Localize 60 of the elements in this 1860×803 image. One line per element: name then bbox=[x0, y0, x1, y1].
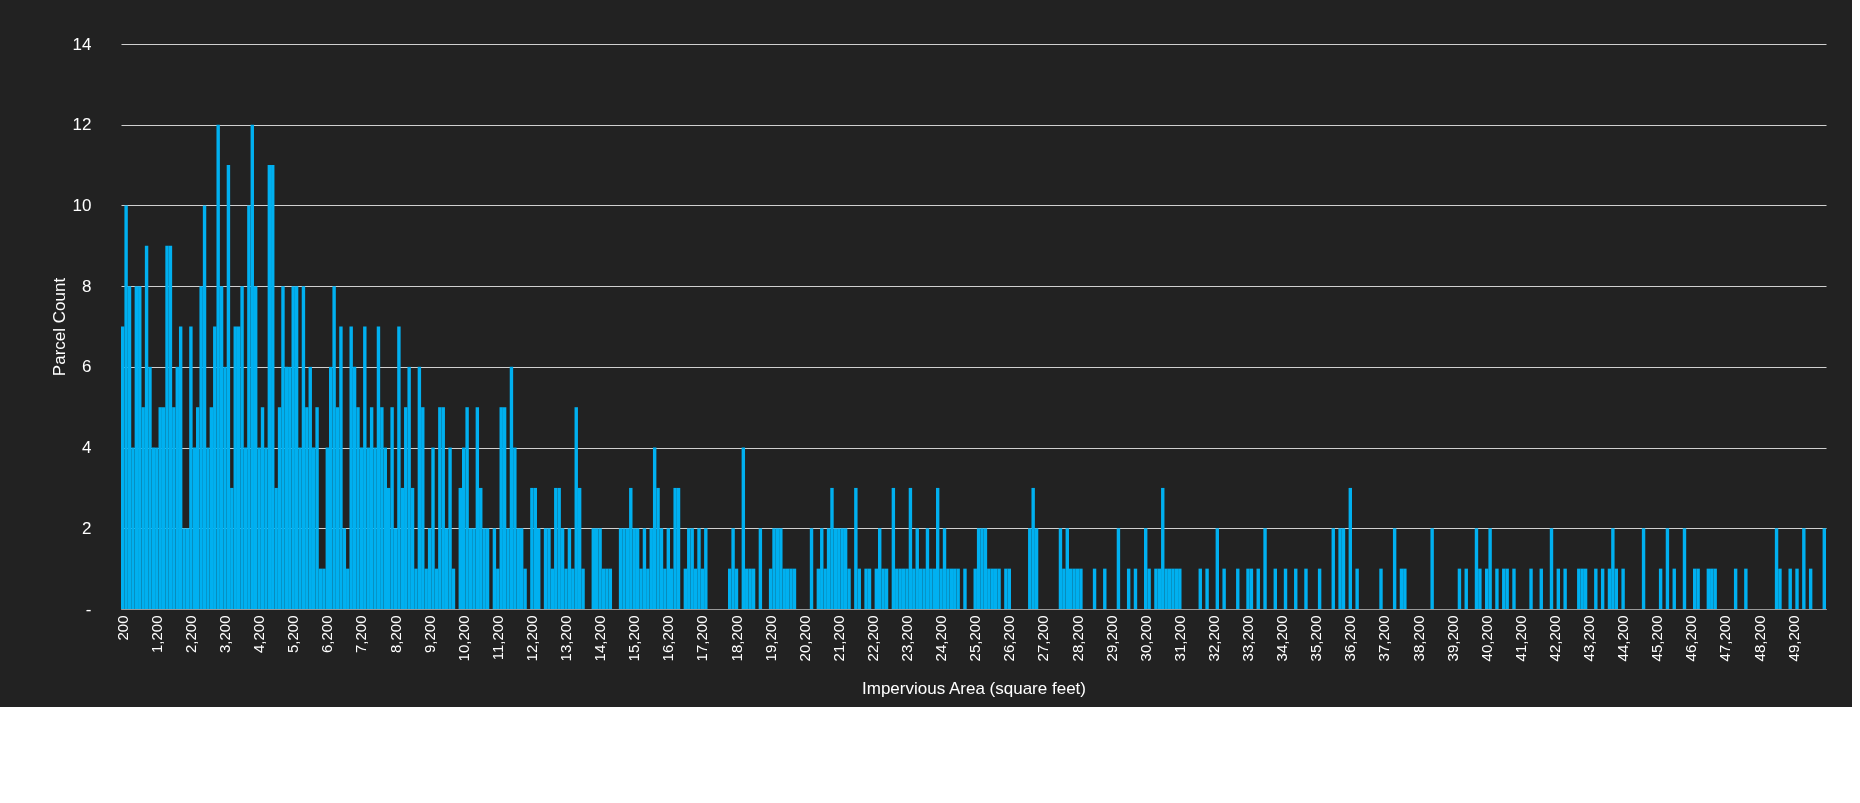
x-tick-label: 28,200 bbox=[1068, 615, 1086, 662]
x-tick-label: 47,200 bbox=[1716, 615, 1734, 662]
x-tick-label: 32,200 bbox=[1204, 615, 1222, 662]
x-tick-label: 24,200 bbox=[932, 615, 950, 662]
y-tick-label: 4 bbox=[82, 438, 92, 458]
x-tick-label: 2,200 bbox=[181, 615, 199, 654]
x-tick-label: 15,200 bbox=[625, 615, 643, 662]
x-tick-label: 13,200 bbox=[557, 615, 575, 662]
y-tick-label: 14 bbox=[72, 34, 92, 54]
y-tick-label: 10 bbox=[72, 195, 92, 215]
y-axis-title: Parcel Count bbox=[49, 277, 69, 377]
x-tick-label: 11,200 bbox=[488, 615, 506, 661]
x-tick-label: 37,200 bbox=[1375, 615, 1393, 662]
y-tick-label: 2 bbox=[82, 518, 92, 538]
x-tick-label: 35,200 bbox=[1307, 615, 1325, 662]
y-tick-label: 8 bbox=[82, 276, 92, 296]
x-tick-label: 27,200 bbox=[1034, 615, 1052, 662]
y-tick-label: 12 bbox=[72, 115, 92, 135]
x-tick-label: 23,200 bbox=[898, 615, 916, 662]
x-tick-label: 46,200 bbox=[1682, 615, 1700, 662]
x-tick-label: 20,200 bbox=[795, 615, 813, 662]
x-tick-label: 34,200 bbox=[1273, 615, 1291, 662]
x-tick-label: 36,200 bbox=[1341, 615, 1359, 662]
x-tick-label: 42,200 bbox=[1545, 615, 1563, 662]
x-tick-label: 18,200 bbox=[727, 615, 745, 662]
x-tick-label: 21,200 bbox=[829, 615, 847, 662]
x-tick-label: 49,200 bbox=[1784, 615, 1802, 662]
x-tick-label: 48,200 bbox=[1750, 615, 1768, 662]
y-tick-label: - bbox=[85, 599, 92, 619]
x-tick-label: 33,200 bbox=[1239, 615, 1257, 662]
x-tick-label: 31,200 bbox=[1170, 615, 1188, 662]
x-tick-label: 44,200 bbox=[1614, 615, 1632, 662]
x-tick-label: 43,200 bbox=[1580, 615, 1598, 662]
x-tick-label: 1,200 bbox=[147, 615, 165, 654]
x-tick-label: 6,200 bbox=[318, 615, 336, 654]
x-tick-label: 14,200 bbox=[591, 615, 609, 662]
x-tick-label: 25,200 bbox=[966, 615, 984, 662]
x-tick-label: 4,200 bbox=[250, 615, 268, 654]
x-tick-label: 5,200 bbox=[284, 615, 302, 654]
x-tick-label: 12,200 bbox=[522, 615, 540, 662]
x-tick-label: 45,200 bbox=[1648, 615, 1666, 662]
x-tick-label: 41,200 bbox=[1511, 615, 1529, 662]
x-tick-label: 17,200 bbox=[693, 615, 711, 662]
x-tick-label: 26,200 bbox=[1000, 615, 1018, 662]
x-tick-label: 200 bbox=[113, 615, 131, 641]
x-tick-label: 8,200 bbox=[386, 615, 404, 654]
x-tick-label: 19,200 bbox=[761, 615, 779, 662]
x-tick-label: 30,200 bbox=[1136, 615, 1154, 662]
x-tick-label: 38,200 bbox=[1409, 615, 1427, 662]
x-tick-label: 39,200 bbox=[1443, 615, 1461, 662]
x-tick-label: 40,200 bbox=[1477, 615, 1495, 662]
y-tick-label: 6 bbox=[82, 357, 92, 377]
x-axis-title: Impervious Area (square feet) bbox=[862, 679, 1086, 699]
x-tick-label: 10,200 bbox=[454, 615, 472, 662]
x-tick-label: 3,200 bbox=[216, 615, 234, 654]
x-tick-label: 29,200 bbox=[1102, 615, 1120, 662]
x-tick-label: 9,200 bbox=[420, 615, 438, 654]
x-tick-label: 16,200 bbox=[659, 615, 677, 662]
x-tick-label: 7,200 bbox=[352, 615, 370, 654]
x-tick-label: 22,200 bbox=[863, 615, 881, 662]
